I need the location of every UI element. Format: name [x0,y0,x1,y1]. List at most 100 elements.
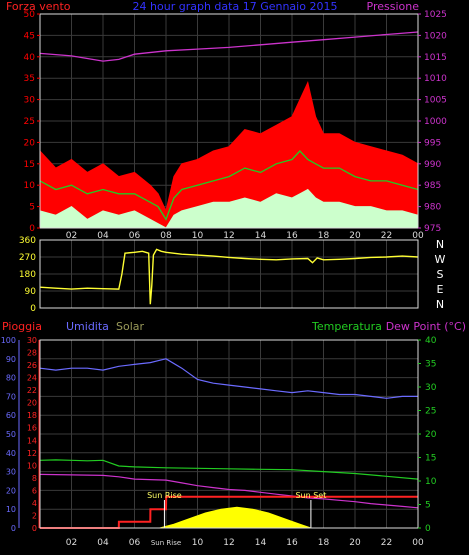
pressure-y-tick-label: 1020 [424,31,447,41]
temperature-y-tick-label: 0 [425,524,431,534]
wind-x-tick-label: 16 [286,231,298,241]
wind-y-tick-label: 30 [24,96,36,106]
weather-x-tick-label: Sun Rise [151,539,181,547]
weather-x-tick-label: 20 [349,538,361,548]
rain-y-tick-label: 18 [27,411,37,420]
weather-series-temperature [39,459,419,480]
humidity-y-tick-label: 10 [6,505,16,514]
rain-y-tick-label: 24 [27,374,37,383]
weather-x-tick-label: 04 [97,538,109,548]
humidity-y-tick-label: 100 [1,336,16,345]
rain-y-tick-label: 0 [32,524,37,533]
sun-event-label: Sun Rise [147,491,182,500]
humidity-label: Umidita [66,320,109,333]
wind-x-tick-label: 02 [66,231,77,241]
wind-chart-right-label: Pressione [367,0,420,13]
rain-y-tick-label: 12 [27,449,37,458]
wind-y-tick-label: 40 [24,53,36,63]
wind-y-tick-label: 10 [24,181,36,191]
humidity-y-tick-label: 90 [6,355,16,364]
humidity-y-tick-label: 80 [6,374,16,383]
wind-y-tick-label: 0 [29,224,35,234]
rain-y-tick-label: 2 [32,511,37,520]
weather-series-rain [40,495,418,529]
direction-y-tick-label: 0 [30,304,36,314]
wind-x-tick-label: 04 [97,231,109,241]
weather-series-humidity [39,358,418,399]
wind-chart-left-label: Forza vento [6,0,71,13]
weather-x-tick-label: 16 [286,538,298,548]
pressure-y-tick-label: 1010 [424,74,447,84]
wind-x-tick-label: 12 [223,231,234,241]
weather-x-tick-label: 00 [412,538,424,548]
weather-chart-series [39,358,419,529]
wind-x-tick-label: 00 [412,231,424,241]
direction-y-tick-label: 360 [19,236,36,246]
weather-x-tick-label: 14 [255,538,267,548]
humidity-y-tick-label: 70 [6,392,16,401]
pressure-y-tick-label: 1025 [424,10,447,20]
pressure-y-tick-label: 985 [424,181,441,191]
rain-y-tick-label: 26 [27,361,37,370]
humidity-y-tick-label: 60 [6,411,16,420]
wind-y-tick-label: 5 [29,203,35,213]
wind-chart-title: 24 hour graph data 17 Gennaio 2015 [133,0,338,13]
rain-y-tick-label: 20 [27,399,37,408]
weather-chart: Pioggia Umidita Solar Temperatura Dew Po… [1,320,466,548]
wind-series-average [39,150,419,221]
rain-y-tick-label: 22 [27,386,37,395]
humidity-y-tick-label: 20 [6,486,16,495]
sun-event-label: Sun Set [295,491,326,500]
wind-y-tick-label: 35 [24,74,35,84]
temperature-y-tick-label: 5 [425,501,431,511]
wind-series-pressure [39,31,419,62]
humidity-y-tick-label: 40 [6,449,16,458]
weather-x-tick-label: 12 [223,538,234,548]
humidity-y-tick-label: 50 [6,430,16,439]
temperature-y-tick-label: 25 [425,407,436,417]
weather-x-tick-label: 10 [192,538,204,548]
pressure-y-tick-label: 990 [424,160,441,170]
rain-y-tick-label: 14 [27,436,37,445]
temperature-y-tick-label: 35 [425,360,436,370]
direction-y-tick-label: 90 [25,287,37,297]
temperature-y-tick-label: 15 [425,454,436,464]
weather-series-dew_point [39,473,419,509]
wind-y-tick-label: 25 [24,117,35,127]
wind-x-tick-label: 06 [129,231,141,241]
wind-x-tick-label: 08 [160,231,172,241]
temperature-y-tick-label: 10 [425,477,437,487]
direction-y-tick-label: 270 [19,253,36,263]
pressure-y-tick-label: 995 [424,138,441,148]
temperature-y-tick-label: 20 [425,430,437,440]
direction-series-direction [39,248,419,305]
compass-label: N [436,238,444,251]
wind-series-gust [39,80,419,229]
rain-y-tick-label: 6 [32,486,37,495]
weather-x-tick-label: 18 [318,538,330,548]
wind-y-tick-label: 50 [24,10,36,20]
direction-y-tick-label: 180 [19,270,36,280]
rain-label: Pioggia [2,320,42,333]
temperature-y-tick-label: 40 [425,336,437,346]
weather-x-tick-label: 02 [66,538,77,548]
wind-x-tick-label: 14 [255,231,267,241]
wind-x-tick-label: 22 [381,231,392,241]
wind-x-tick-label: 18 [318,231,330,241]
compass-label: S [437,268,444,281]
solar-label: Solar [116,320,145,333]
rain-y-tick-label: 8 [32,474,37,483]
wind-y-tick-label: 20 [24,138,36,148]
pressure-y-tick-label: 1015 [424,53,447,63]
wind-y-tick-label: 45 [24,31,35,41]
rain-y-tick-label: 10 [27,461,37,470]
humidity-y-tick-label: 30 [6,468,16,477]
rain-y-tick-label: 16 [27,424,37,433]
temperature-y-tick-label: 30 [425,383,437,393]
rain-y-tick-label: 28 [27,349,37,358]
wind-x-tick-label: 10 [192,231,204,241]
